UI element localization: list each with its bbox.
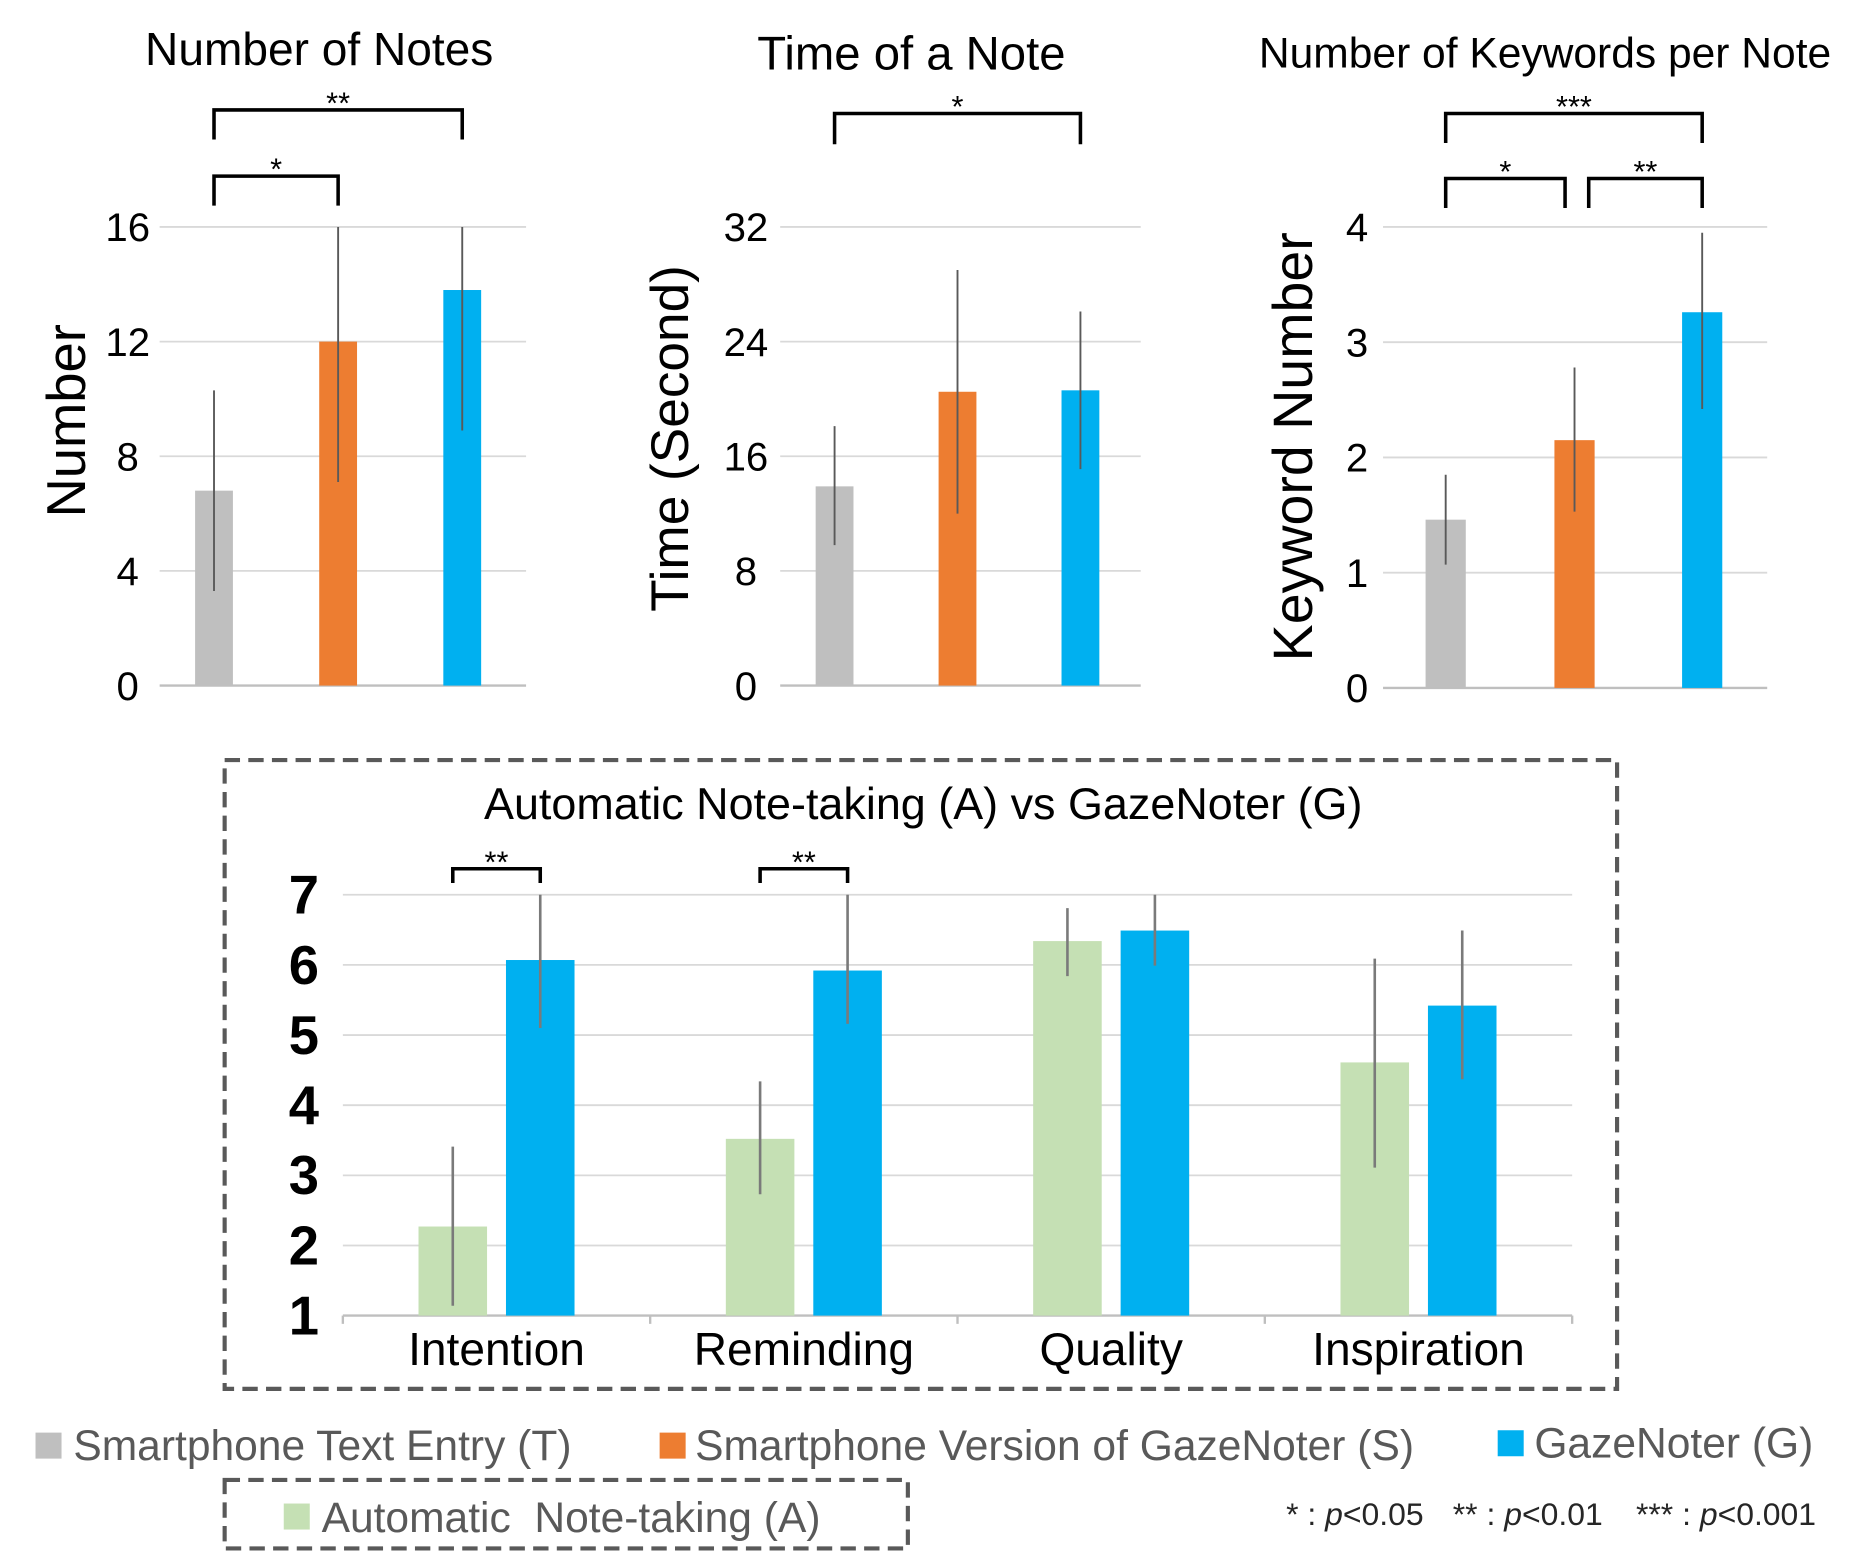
y-tick-label: 8 <box>117 434 139 479</box>
category-label: Intention <box>408 1323 585 1375</box>
y-tick-label: 0 <box>735 664 757 709</box>
chart-title: Number of Notes <box>145 23 493 75</box>
threshold: <0.05 <box>1343 1496 1424 1532</box>
significance-label: ** <box>485 844 509 879</box>
significance-bracket <box>1443 176 1567 209</box>
y-tick-label: 4 <box>289 1075 319 1136</box>
stars: *** <box>1636 1496 1673 1532</box>
chart-automatic-vs-gazenoter: Automatic Note-taking (A) vs GazeNoter (… <box>222 757 1620 1391</box>
threshold: <0.01 <box>1522 1496 1603 1532</box>
legend-label-smartphone-gazenoter: Smartphone Version of GazeNoter (S) <box>695 1422 1414 1470</box>
bar-automatic-note-taking <box>1033 941 1102 1316</box>
y-tick-label: 7 <box>289 865 319 926</box>
plot-area: 0 8 16 24 32 * <box>724 89 1141 709</box>
legend-swatch-smartphone-gazenoter <box>659 1432 686 1459</box>
y-tick-label: 32 <box>724 205 769 250</box>
y-tick-label: 2 <box>1346 436 1368 481</box>
chart-keywords-per-note: Number of Keywords per Note Keyword Numb… <box>1259 29 1831 711</box>
legend-swatch-automatic-note-taking <box>283 1503 310 1530</box>
legend-swatch-gazenoter <box>1497 1430 1524 1457</box>
category-label: Quality <box>1039 1323 1182 1375</box>
significance-bracket <box>212 174 340 206</box>
significance-label: ** <box>326 85 350 120</box>
significance-label: ** <box>1633 154 1657 189</box>
category-label: Reminding <box>694 1323 914 1375</box>
significance-bracket <box>212 108 465 140</box>
chart-title: Automatic Note-taking (A) vs GazeNoter (… <box>484 778 1362 829</box>
significance-bracket <box>1586 176 1704 209</box>
separator: : <box>1478 1496 1505 1532</box>
bar-gazenoter <box>813 970 882 1316</box>
separator: : <box>1673 1496 1700 1532</box>
legend-label-automatic-note-taking: Automatic Note-taking (A) <box>322 1494 821 1542</box>
y-tick-label: 16 <box>724 434 769 479</box>
stars: ** <box>1453 1496 1478 1532</box>
stars: * <box>1286 1496 1298 1532</box>
legend: Smartphone Text Entry (T) Smartphone Ver… <box>35 1419 1813 1551</box>
p-symbol: p <box>1699 1496 1718 1532</box>
chart-title: Time of a Note <box>757 28 1065 81</box>
threshold: <0.001 <box>1718 1496 1816 1532</box>
y-tick-label: 4 <box>1346 205 1368 250</box>
category-label: Inspiration <box>1312 1323 1525 1375</box>
y-axis-label: Number <box>36 324 97 517</box>
legend-swatch-text-entry <box>35 1432 62 1459</box>
bar-gazenoter <box>1120 930 1190 1316</box>
y-tick-label: 1 <box>289 1286 319 1347</box>
significance-bracket <box>832 111 1083 145</box>
significance-label: ** <box>792 844 816 879</box>
legend-frame-dashed <box>222 1477 910 1551</box>
y-tick-label: 1 <box>1346 551 1368 596</box>
chart-title: Number of Keywords per Note <box>1259 29 1831 77</box>
significance-label: * <box>1499 154 1511 189</box>
y-tick-label: 0 <box>1346 666 1368 711</box>
y-tick-label: 24 <box>724 320 769 365</box>
significance-bracket <box>1443 111 1704 144</box>
legend-label-gazenoter: GazeNoter (G) <box>1534 1419 1813 1467</box>
significance-bracket <box>451 867 543 883</box>
y-tick-label: 0 <box>117 664 139 709</box>
p-symbol: p <box>1503 1496 1522 1532</box>
significance-legend: * : p<0.05 ** : p<0.01 *** : p<0.001 <box>1286 1496 1816 1532</box>
y-tick-label: 2 <box>289 1215 319 1276</box>
y-axis-label: Keyword Number <box>1262 232 1324 661</box>
significance-label: *** <box>1556 89 1592 124</box>
y-tick-label: 16 <box>105 205 150 250</box>
significance-key-item: *** : p<0.001 <box>1636 1496 1816 1532</box>
y-tick-label: 4 <box>117 549 139 594</box>
y-tick-label: 5 <box>289 1005 319 1066</box>
y-axis-label: Time (Second) <box>641 265 700 612</box>
y-tick-label: 6 <box>289 935 319 996</box>
significance-label: * <box>952 89 964 124</box>
p-symbol: p <box>1324 1496 1343 1532</box>
separator: : <box>1299 1496 1326 1532</box>
chart-frame-dashed <box>222 757 1620 1391</box>
significance-label: * <box>270 152 282 187</box>
significance-key-item: * : p<0.05 <box>1286 1496 1424 1532</box>
y-tick-label: 8 <box>735 549 757 594</box>
significance-key-item: ** : p<0.01 <box>1453 1496 1603 1532</box>
plot-area: 1 2 3 4 5 6 7 Intention Reminding Quality Inspirat… <box>289 844 1574 1375</box>
y-tick-label: 12 <box>105 320 150 365</box>
y-tick-label: 3 <box>1346 320 1368 365</box>
y-tick-label: 3 <box>289 1145 319 1206</box>
significance-bracket <box>758 867 850 883</box>
legend-label-text-entry: Smartphone Text Entry (T) <box>73 1422 571 1470</box>
chart-time-of-a-note: Time of a Note Time (Second) 0 8 16 24 32 * <box>641 28 1141 709</box>
